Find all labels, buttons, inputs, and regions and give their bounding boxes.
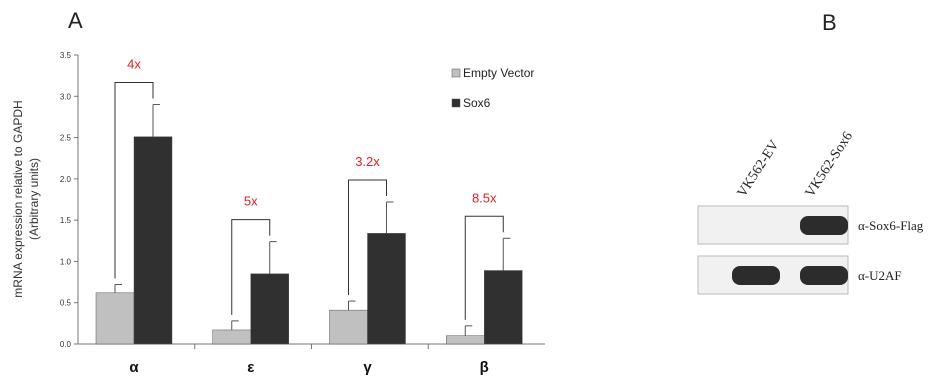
- fold-change-label: 5x: [244, 194, 258, 209]
- legend-swatch: [451, 98, 461, 108]
- legend-label: Empty Vector: [463, 66, 534, 80]
- legend-label: Sox6: [463, 96, 491, 110]
- blot-band: [732, 266, 780, 285]
- western-blot: VK562-EV VK562-Sox6 α-Sox6-Flag α-U2AF: [697, 129, 924, 295]
- x-tick-label: β: [480, 359, 489, 376]
- bar-sox6: [367, 233, 406, 345]
- bars-group: [95, 104, 523, 345]
- y-tick-label: 1.5: [60, 216, 72, 225]
- significance-bracket: [464, 215, 504, 320]
- fold-change-label: 3.2x: [355, 154, 380, 169]
- y-tick-label: 1.0: [60, 257, 72, 266]
- x-tick-label: α: [129, 359, 139, 376]
- y-tick-label: 3.0: [60, 92, 72, 101]
- x-tick-label: ε: [247, 359, 254, 376]
- legend: Empty Vector Sox6: [451, 66, 534, 110]
- x-tick-label: γ: [363, 359, 372, 376]
- lane-label: VK562-EV: [735, 138, 783, 200]
- blot-row-label: α-Sox6-Flag: [858, 218, 924, 233]
- y-tick-label: 2.0: [60, 175, 72, 184]
- y-tick-label: 2.5: [60, 134, 72, 143]
- lane-label: VK562-Sox6: [803, 129, 856, 200]
- bar-sox6: [250, 273, 289, 345]
- bar-empty-vector: [95, 292, 135, 345]
- bar-sox6: [484, 270, 523, 345]
- blot-row-label: α-U2AF: [858, 268, 902, 283]
- bar-sox6: [133, 136, 173, 345]
- y-axis-units: (Arbitrary units): [27, 158, 41, 240]
- blot-band: [800, 216, 848, 235]
- significance-bracket: [231, 219, 271, 315]
- fold-change-label: 4x: [127, 57, 141, 72]
- bar-empty-vector: [329, 309, 368, 345]
- significance-bracket: [114, 82, 154, 279]
- y-tick-label: 0.5: [60, 299, 72, 308]
- fold-change-annotations: 4x 5x 3.2x 8.5x: [114, 57, 504, 320]
- panel-a-label: A: [68, 8, 83, 33]
- significance-bracket: [348, 179, 387, 296]
- legend-swatch: [451, 68, 461, 78]
- y-tick-label: 3.5: [60, 51, 72, 60]
- bar-empty-vector: [446, 335, 485, 345]
- panel-b-label: B: [822, 10, 837, 35]
- blot-band: [800, 266, 848, 285]
- bar-empty-vector: [212, 329, 251, 345]
- y-tick-label: 0.0: [60, 340, 72, 349]
- fold-change-label: 8.5x: [472, 190, 497, 205]
- y-axis-title: mRNA expression relative to GAPDH: [11, 100, 25, 297]
